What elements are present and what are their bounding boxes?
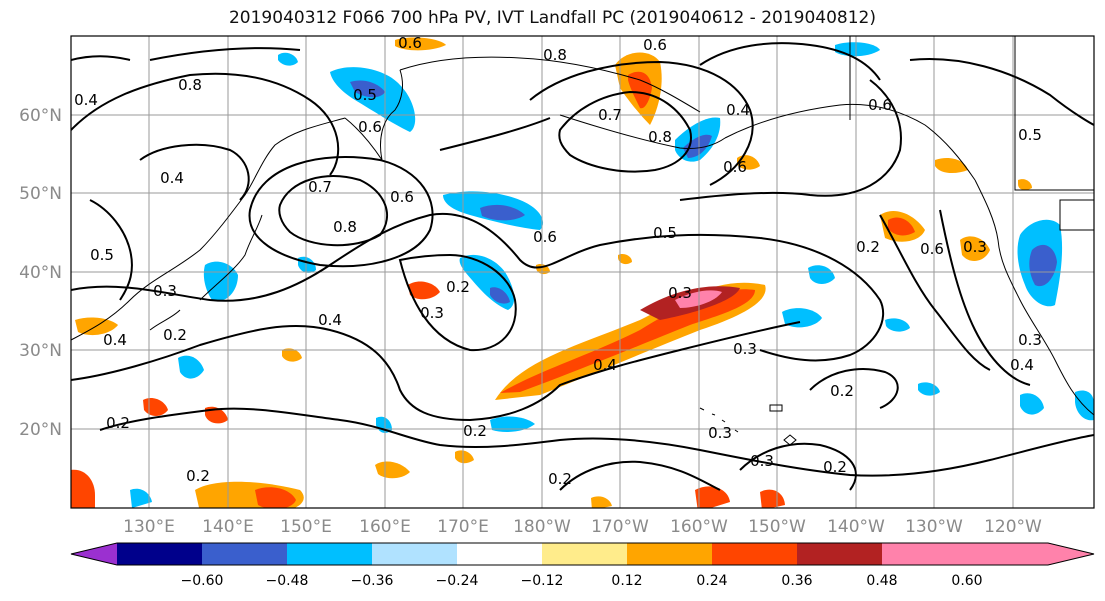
- contour-label: 0.2: [823, 458, 847, 476]
- coastlines: [71, 36, 1094, 446]
- graticule: [71, 36, 1094, 508]
- colorbar-extend-low: [71, 543, 117, 565]
- lon-tick-label: 180°W: [513, 517, 571, 537]
- colorbar-tick-label: −0.48: [266, 573, 309, 589]
- contour-label: 0.3: [1018, 331, 1042, 349]
- map-title: 2019040312 F066 700 hPa PV, IVT Landfall…: [228, 8, 876, 28]
- colorbar-tick-label: 0.36: [781, 573, 812, 589]
- contour-label: 0.4: [593, 356, 617, 374]
- colorbar-tick-label: −0.60: [181, 573, 224, 589]
- colorbar: −0.60 −0.48 −0.36 −0.24 −0.12 0.12 0.24 …: [70, 542, 1095, 589]
- lon-tick-label: 140°E: [202, 517, 254, 537]
- contour-label: 0.6: [390, 188, 414, 206]
- contour-label: 0.8: [178, 76, 202, 94]
- colorbar-swatch: [287, 543, 372, 565]
- contour-label: 0.3: [750, 452, 774, 470]
- lon-tick-label: 150°E: [280, 517, 332, 537]
- lon-tick-label: 130°W: [905, 517, 963, 537]
- lon-tick-label: 170°E: [437, 517, 489, 537]
- colorbar-extend-high: [882, 543, 1094, 565]
- lon-tick-label: 160°W: [670, 517, 728, 537]
- contour-label: 0.2: [106, 414, 130, 432]
- contour-label: 0.3: [420, 304, 444, 322]
- colorbar-swatch: [202, 543, 287, 565]
- colorbar-tick-label: 0.60: [951, 573, 982, 589]
- contour-label: 0.7: [598, 106, 622, 124]
- contour-label: 0.2: [548, 470, 572, 488]
- colorbar-outline: [70, 542, 1095, 566]
- contour-label: 0.6: [868, 96, 892, 114]
- colorbar-swatch: [797, 543, 882, 565]
- lon-tick-label: 170°W: [591, 517, 649, 537]
- pv-contours: [71, 42, 1094, 491]
- longitude-axis: 130°E 140°E 150°E 160°E 170°E 180°W 170°…: [123, 517, 1042, 537]
- colorbar-swatch: [712, 543, 797, 565]
- colorbar-tick-label: 0.24: [696, 573, 727, 589]
- lat-tick-label: 50°N: [19, 184, 62, 204]
- colorbar-swatch: [372, 543, 457, 565]
- lon-tick-label: 140°W: [827, 517, 885, 537]
- contour-label: 0.5: [1018, 126, 1042, 144]
- contour-label: 0.3: [963, 238, 987, 256]
- colorbar-swatch: [542, 543, 627, 565]
- lat-tick-label: 20°N: [19, 420, 62, 440]
- contour-label: 0.4: [1010, 356, 1034, 374]
- colorbar-swatch: [117, 543, 202, 565]
- lon-tick-label: 120°W: [984, 517, 1042, 537]
- contour-label: 0.2: [856, 238, 880, 256]
- latitude-axis: 60°N 50°N 40°N 30°N 20°N: [19, 106, 62, 440]
- contour-label: 0.2: [830, 382, 854, 400]
- contour-label: 0.6: [643, 36, 667, 54]
- contour-label: 0.6: [723, 158, 747, 176]
- contour-label: 0.8: [648, 128, 672, 146]
- colorbar-tick-label: −0.36: [351, 573, 394, 589]
- lon-tick-label: 130°E: [123, 517, 175, 537]
- lon-tick-label: 150°W: [748, 517, 806, 537]
- contour-label: 0.4: [318, 311, 342, 329]
- contour-label: 0.5: [90, 246, 114, 264]
- colorbar-tick-label: −0.12: [521, 573, 564, 589]
- contour-label: 0.3: [733, 340, 757, 358]
- contour-label: 0.7: [308, 178, 332, 196]
- contour-label: 0.6: [358, 118, 382, 136]
- contour-label: 0.2: [163, 326, 187, 344]
- contour-label: 0.6: [398, 34, 422, 52]
- contour-label: 0.6: [533, 228, 557, 246]
- lat-tick-label: 40°N: [19, 263, 62, 283]
- contour-label: 0.5: [353, 86, 377, 104]
- lat-tick-label: 60°N: [19, 106, 62, 126]
- contour-label: 0.5: [653, 224, 677, 242]
- lat-tick-label: 30°N: [19, 341, 62, 361]
- contour-label: 0.2: [446, 278, 470, 296]
- colorbar-tick-label: −0.24: [436, 573, 479, 589]
- contour-label: 0.4: [160, 169, 184, 187]
- colorbar-swatch: [457, 543, 542, 565]
- contour-label: 0.2: [463, 422, 487, 440]
- contour-label: 0.6: [920, 240, 944, 258]
- contour-label: 0.3: [668, 284, 692, 302]
- contour-label: 0.8: [333, 218, 357, 236]
- contour-label: 0.8: [543, 46, 567, 64]
- contour-label: 0.2: [186, 467, 210, 485]
- pv-contour-labels: 0.4 0.8 0.5 0.6 0.8 0.6 0.7 0.6 0.8 0.4 …: [74, 34, 1042, 488]
- colorbar-swatch: [627, 543, 712, 565]
- contour-label: 0.4: [103, 331, 127, 349]
- contour-label: 0.4: [726, 101, 750, 119]
- lon-tick-label: 160°E: [359, 517, 411, 537]
- colorbar-tick-label: 0.48: [866, 573, 897, 589]
- colorbar-tick-label: 0.12: [611, 573, 642, 589]
- contour-label: 0.3: [708, 424, 732, 442]
- map-frame: [70, 35, 1095, 509]
- contour-label: 0.4: [74, 91, 98, 109]
- contour-label: 0.3: [153, 282, 177, 300]
